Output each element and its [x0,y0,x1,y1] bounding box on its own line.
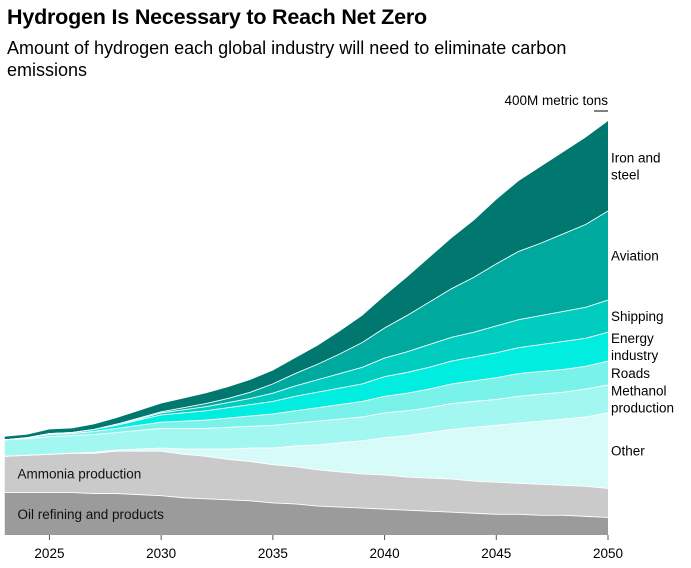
series-labels: Iron and steel Aviation Shipping Energy indus… [611,151,674,459]
separator-line [4,331,609,441]
series-label-shipping: Shipping [611,309,664,324]
area-other [4,412,608,489]
separator-line [4,492,609,518]
series-label-methanol-production: Methanol production [611,383,674,415]
series-label-other: Other [611,444,645,459]
x-axis: 2025 2030 2035 2040 2045 2050 [34,535,623,561]
separator-line [4,412,609,457]
x-tick-label: 2030 [146,546,176,561]
chart-title: Hydrogen Is Necessary to Reach Net Zero [7,5,427,29]
separator-line [4,450,609,489]
separator-line [4,384,609,441]
series-label-energy-industry: Energy industry [611,331,659,363]
area-aviation [4,211,608,440]
separator-line [4,360,609,441]
area-layers [4,121,609,535]
inline-label-oil-refining-and-products: Oil refining and products [18,507,165,522]
unit-label: 400M metric tons [504,93,608,108]
x-tick-label: 2040 [370,546,400,561]
separator-line [4,210,609,441]
chart-subtitle: Amount of hydrogen each global industry … [7,38,567,80]
x-tick-label: 2045 [481,546,511,561]
area-oil-refining-and-products [4,492,608,535]
series-label-aviation: Aviation [611,249,659,264]
inline-label-ammonia-production: Ammonia production [18,466,142,481]
inline-series-labels: Ammonia production Oil refining and produ… [18,466,165,521]
series-label-iron-and-steel: Iron and steel [611,151,661,183]
series-label-roads: Roads [611,366,650,381]
x-tick-label: 2025 [34,546,64,561]
x-tick-label: 2035 [258,546,288,561]
area-ammonia-production [4,451,608,518]
area-methanol-production [4,384,608,457]
x-tick-label: 2050 [593,546,623,561]
